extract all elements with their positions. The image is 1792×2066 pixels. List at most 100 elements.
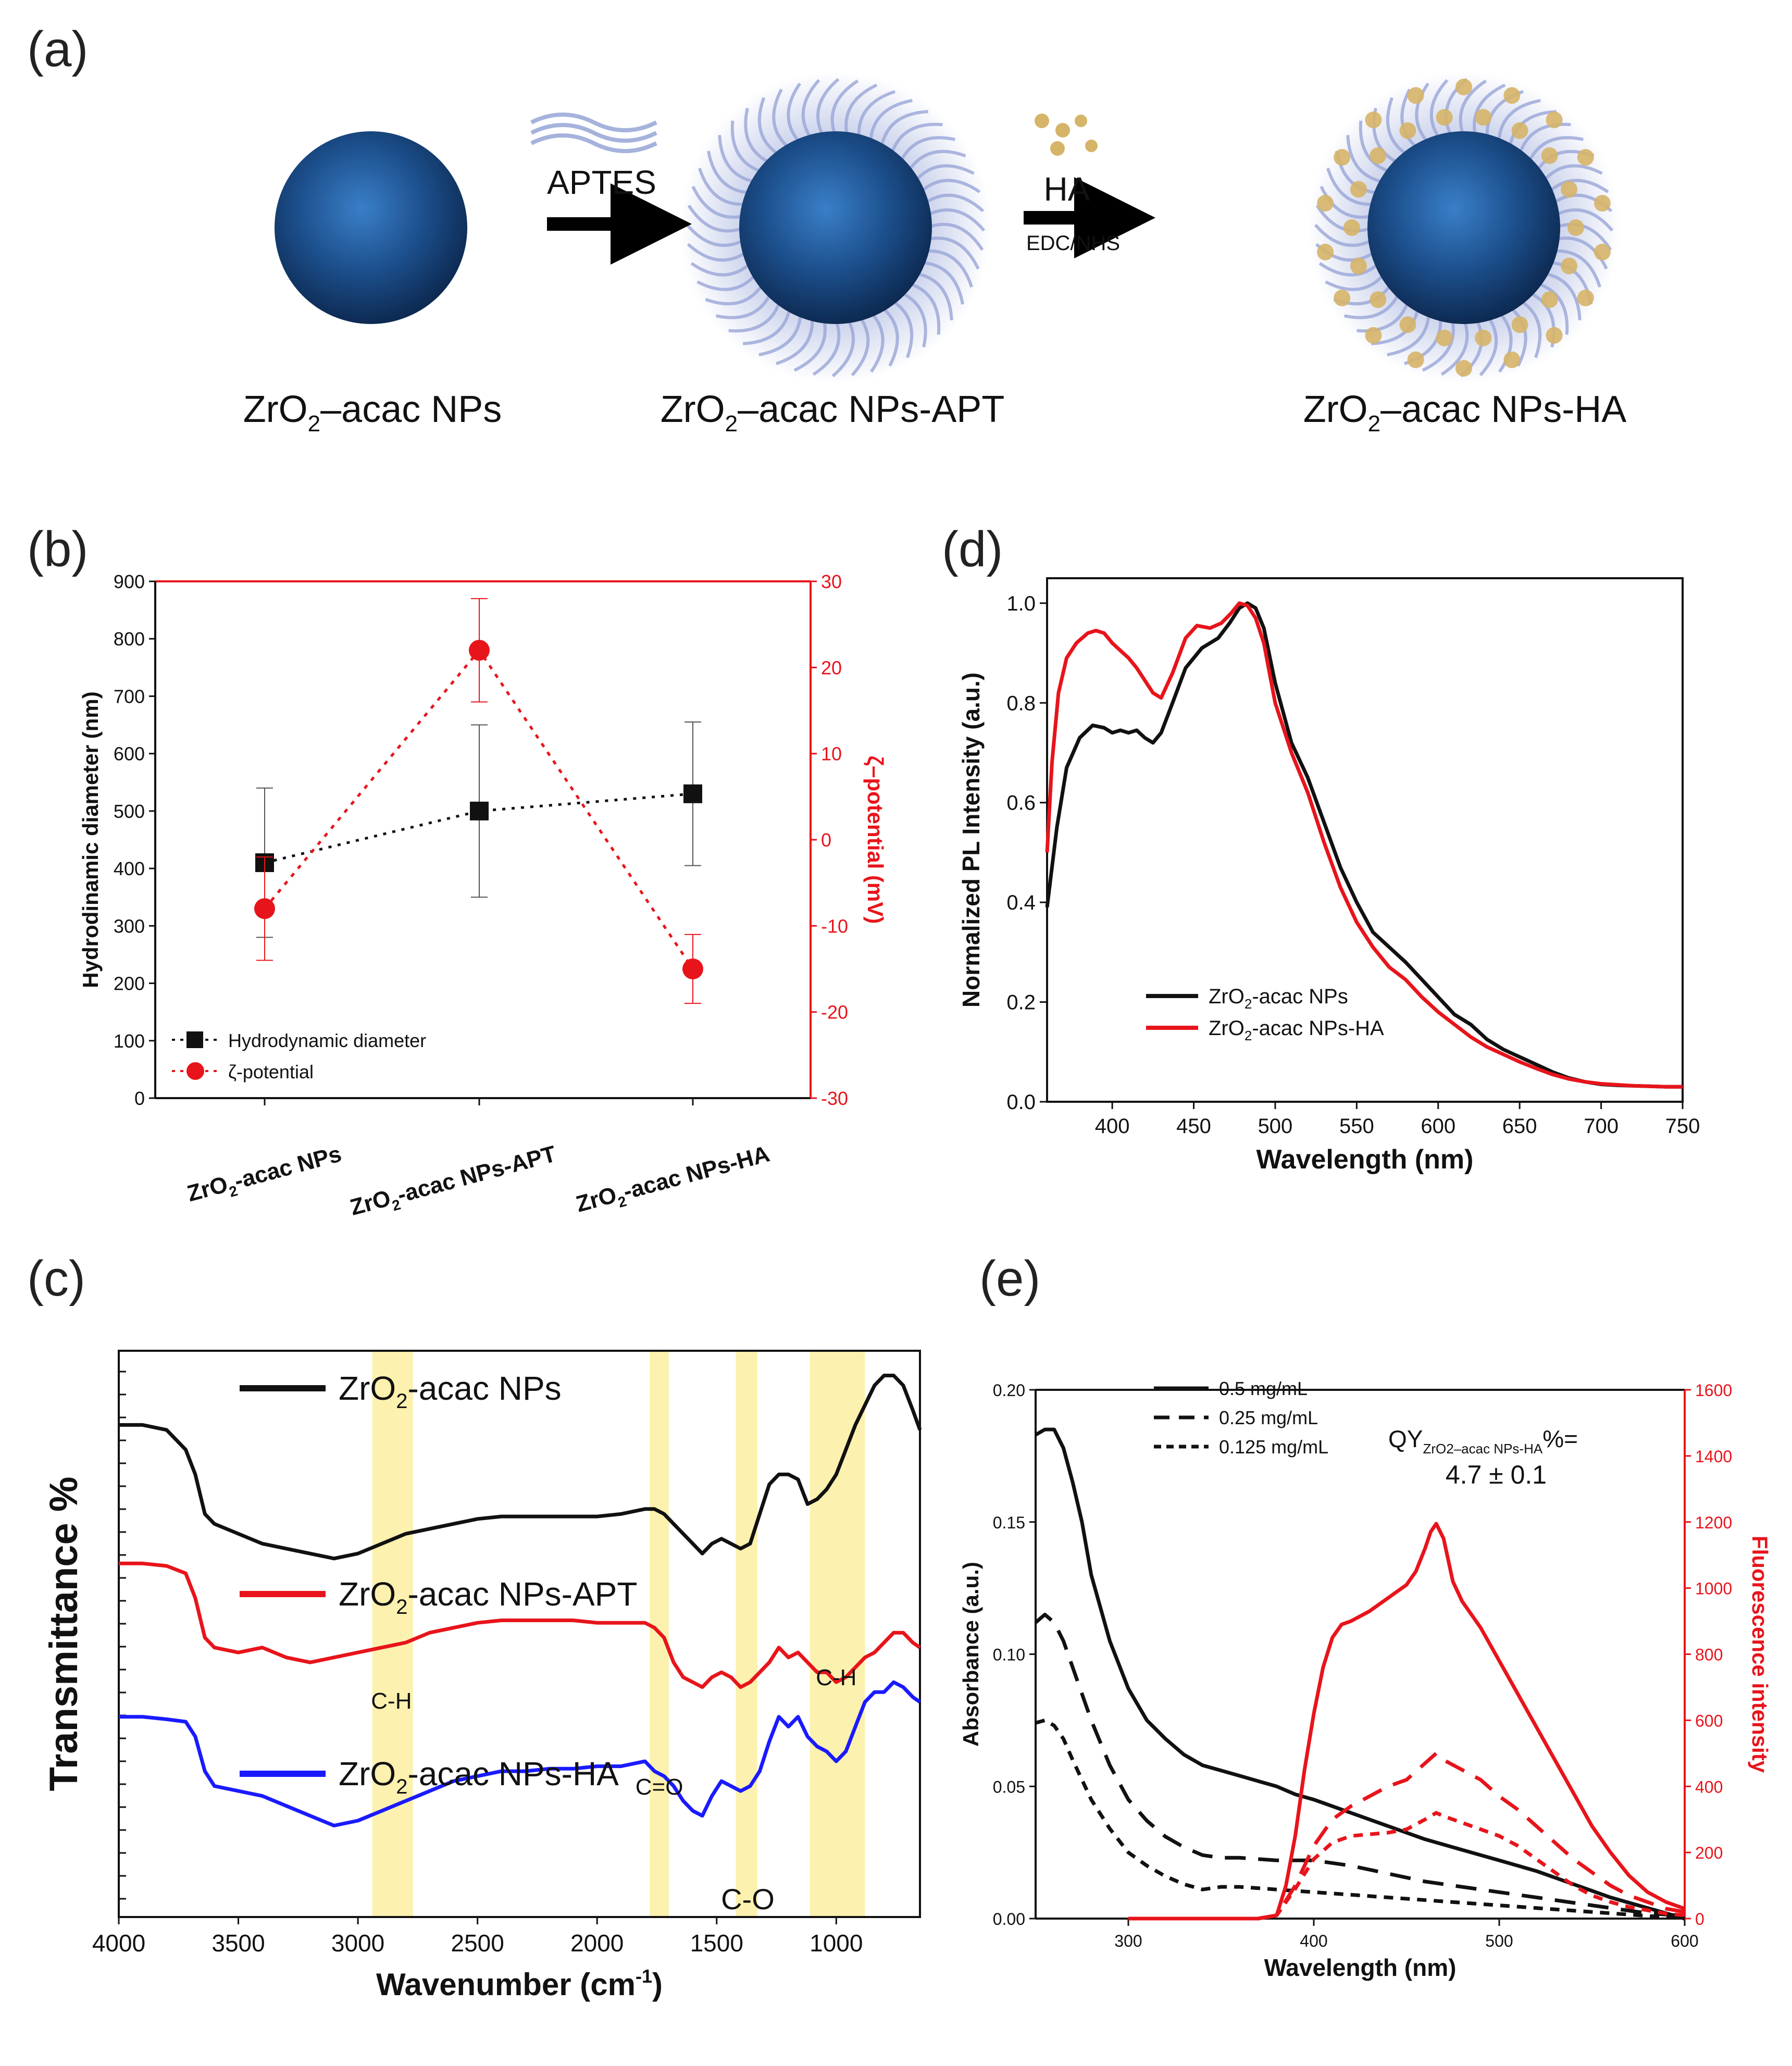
- aptes-fiber: [715, 291, 773, 319]
- aptes-fiber: [812, 318, 841, 376]
- ha-bead: [1370, 291, 1387, 308]
- category-label-post: -acac NPs-HA: [620, 1141, 772, 1204]
- series-line-5: [1258, 1751, 1685, 1921]
- x-tick-label: 700: [1584, 1115, 1619, 1138]
- aptes-fiber: [851, 315, 870, 377]
- ha-bead: [1541, 291, 1558, 308]
- synthesis-scheme: APTES HA EDC/NHS ZrO2–acac NPs ZrO2–acac…: [243, 71, 1626, 437]
- legend-label-1: ZrO2-acac NPs: [339, 1370, 562, 1413]
- aptes-fiber: [1326, 168, 1376, 206]
- ha-bead: [1511, 122, 1528, 139]
- legend-label-sub: 2: [396, 1390, 407, 1413]
- aptes-fiber: [923, 193, 985, 213]
- aptes-fiber: [1554, 222, 1612, 251]
- ha-bead: [1561, 181, 1578, 198]
- y-tick-label: 400: [114, 858, 145, 879]
- chart-e-abs-fluor: 300 400 500 600 0.00 0.05 0.10 0.15 0.20 0 200 400 6…: [959, 1378, 1772, 1981]
- aptes-fiber: [1359, 120, 1392, 174]
- aptes-fiber: [1553, 208, 1614, 232]
- legend-label-sub: 2: [1245, 996, 1252, 1012]
- y2-tick-label: 1400: [1695, 1447, 1732, 1466]
- y2-tick-label: 30: [821, 571, 842, 592]
- aptes-fiber: [879, 110, 928, 149]
- x-tick-label: 300: [1114, 1932, 1142, 1950]
- aptes-fiber: [868, 98, 913, 144]
- aptes-fiber: [1518, 298, 1542, 358]
- band-annotation: C-O: [721, 1883, 775, 1915]
- y2-tick-label: 600: [1695, 1711, 1723, 1730]
- aptes-fiber: [830, 79, 859, 138]
- ha-bead: [1334, 149, 1351, 166]
- x-tick-label: 2500: [451, 1930, 504, 1957]
- aptes-fiber: [1459, 79, 1487, 138]
- x-tick-label: 650: [1502, 1115, 1537, 1138]
- aptes-fiber: [844, 83, 878, 138]
- legend-label-3: ZrO2-acac NPs-HA: [339, 1755, 619, 1798]
- y-tick-label: 0.0: [1006, 1091, 1036, 1114]
- ha-bead: [1370, 147, 1387, 164]
- legend-label-diameter: Hydrodynamic diameter: [228, 1030, 426, 1051]
- np-ha-3: [1308, 71, 1620, 384]
- aptes-fiber: [914, 271, 953, 320]
- series-line-1: [119, 1374, 922, 1561]
- y2-tick-label: 20: [821, 657, 842, 678]
- series-line-2: [1034, 1612, 1685, 1918]
- aptes-fiber: [919, 260, 965, 305]
- aptes-fiber: [925, 208, 986, 232]
- np-core-1: [275, 131, 467, 324]
- aptes-fiber: [899, 291, 927, 348]
- aptes-fiber: [831, 317, 855, 378]
- zeta-point: [254, 898, 275, 919]
- y2-tick-label: -30: [821, 1088, 848, 1109]
- y-tick-label: 800: [114, 628, 145, 650]
- aptes-fiber: [1535, 281, 1569, 335]
- y-axis-label: Absorbance (a.u.): [959, 1562, 983, 1747]
- legend-label-pre: ZrO: [1209, 985, 1245, 1008]
- x-tick-label: 450: [1176, 1115, 1211, 1138]
- series-line-3: [119, 1680, 921, 1827]
- ha-bead: [1561, 257, 1578, 275]
- x-axis-label: Wavenumber (cm-1): [376, 1965, 663, 2002]
- aptes-fiber: [918, 179, 981, 194]
- category-label-sub: 2: [616, 1193, 628, 1211]
- aptes-fiber: [718, 135, 757, 184]
- chart-c-ftir: 4000 3500 3000 2500 2000 1500 1000 Wavenumber (…: [42, 1350, 922, 2002]
- category-label: ZrO2-acac NPs-APT: [347, 1141, 560, 1224]
- aptes-fiber: [1357, 299, 1410, 333]
- highlight-band: [736, 1351, 757, 1917]
- aptes-fiber: [698, 168, 748, 206]
- x-tick-label: 4000: [92, 1930, 145, 1957]
- aptes-fiber: [793, 317, 827, 372]
- aptes-fiber: [1318, 261, 1381, 277]
- y-axis-label: Hydrodinamic diameter (nm): [78, 691, 103, 988]
- aptes-fiber: [913, 164, 975, 183]
- legend-label-pre: ZrO: [339, 1575, 396, 1613]
- highlight-band: [372, 1351, 413, 1917]
- aptes-fiber: [1325, 272, 1386, 291]
- legend-marker-diameter: [186, 1031, 203, 1048]
- aptes-fiber: [787, 82, 802, 145]
- aptes-fiber: [772, 89, 791, 150]
- ha-bead: [1503, 87, 1521, 104]
- qy-value: 4.7 ± 0.1: [1446, 1460, 1547, 1489]
- x-tick-label: 3000: [331, 1930, 384, 1957]
- x-tick-label: 600: [1421, 1115, 1455, 1138]
- series-line-1: [1035, 1427, 1685, 1921]
- aptes-fiber: [1497, 98, 1541, 144]
- aptes-fiber: [890, 298, 914, 358]
- step1-reagent-label: APTES: [547, 164, 656, 201]
- series-line-2: [119, 1561, 921, 1689]
- legend-label-post: -acac NPs: [407, 1370, 561, 1407]
- legend-marker-zeta: [186, 1062, 204, 1080]
- aptes-fiber: [1400, 89, 1420, 150]
- ha-bead: [1365, 327, 1382, 344]
- x-axis-label: Wavelength (nm): [1264, 1954, 1457, 1981]
- aptes-fiber: [757, 97, 781, 157]
- panel-label-e: (e): [979, 1251, 1041, 1306]
- aptes-fiber: [1508, 110, 1557, 149]
- qy-prefix: QY: [1388, 1425, 1423, 1452]
- ha-bead: [1511, 316, 1528, 333]
- diameter-point: [470, 801, 489, 820]
- aptes-fiber: [1429, 79, 1449, 141]
